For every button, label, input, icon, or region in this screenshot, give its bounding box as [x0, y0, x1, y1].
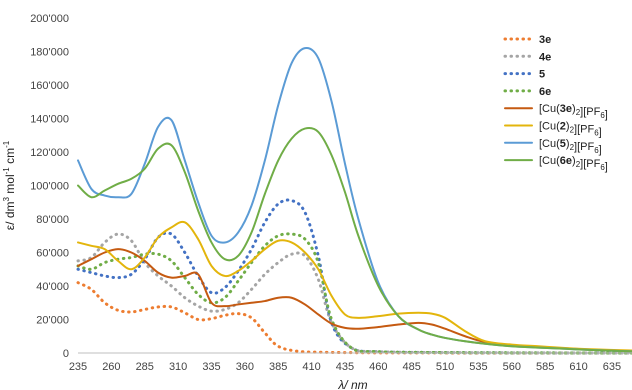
x-tick-label: 635 [603, 361, 621, 373]
x-tick-label: 560 [503, 361, 521, 373]
y-tick-label: 80'000 [36, 214, 69, 226]
x-tick-label: 460 [369, 361, 387, 373]
legend-label: [Cu(6e)2][PF6] [539, 155, 608, 173]
x-tick-label: 585 [536, 361, 554, 373]
x-tick-labels: 235 260 285 310 335 360 385 410 435 460 485 510 535 5… [69, 361, 621, 373]
axes: 235 260 285 310 335 360 385 410 435 460 485 510 535 5… [30, 13, 632, 373]
series-line-cu-2-2-pf6 [77, 220, 632, 352]
series-lines [76, 46, 632, 355]
x-tick-label: 335 [202, 361, 220, 373]
x-tick-label: 485 [403, 361, 421, 373]
legend-label: [Cu(3e)2][PF6] [539, 103, 608, 121]
y-tick-labels: 0 20'000 40'000 60'000 80'000 100'000 120'000 1… [30, 13, 69, 360]
y-tick-label: 100'000 [30, 181, 69, 193]
y-tick-label: 20'000 [36, 315, 69, 327]
x-tick-label: 510 [436, 361, 454, 373]
x-tick-label: 610 [569, 361, 587, 373]
series-line-cu-6e-2-pf6 [77, 126, 632, 353]
x-tick-label: 360 [236, 361, 254, 373]
series-line-cu-3e-2-pf6 [77, 248, 632, 353]
x-tick-label: 285 [136, 361, 154, 373]
y-axis-label: ε/ dm3 mol-1 cm-1 [2, 140, 17, 230]
y-tick-label: 60'000 [36, 248, 69, 260]
x-tick-label: 310 [169, 361, 187, 373]
x-tick-label: 435 [336, 361, 354, 373]
y-tick-label: 0 [63, 348, 69, 360]
y-tick-label: 180'000 [30, 47, 69, 59]
y-tick-label: 200'000 [30, 13, 69, 25]
y-tick-label: 40'000 [36, 281, 69, 293]
legend-label: 5 [539, 69, 545, 81]
x-tick-label: 535 [469, 361, 487, 373]
x-tick-label: 235 [69, 361, 87, 373]
x-tick-label: 410 [302, 361, 320, 373]
y-tick-label: 120'000 [30, 147, 69, 159]
x-tick-label: 260 [102, 361, 120, 373]
legend-label: 3e [539, 34, 551, 46]
legend-label: 6e [539, 86, 551, 98]
y-tick-label: 140'000 [30, 114, 69, 126]
series-line-6e [76, 232, 632, 355]
legend: 3e 4e 5 6e [Cu(3e)2][PF6][Cu(2)2][PF6][Cu(5)… [503, 34, 608, 173]
legend-label: [Cu(2)2][PF6] [539, 121, 602, 139]
x-tick-label: 385 [269, 361, 287, 373]
x-axis-label: λ/ nm [337, 378, 367, 390]
legend-label: [Cu(5)2][PF6] [539, 138, 602, 156]
legend-label: 4e [539, 51, 551, 63]
y-tick-label: 160'000 [30, 80, 69, 92]
series-line-4e [76, 232, 632, 355]
